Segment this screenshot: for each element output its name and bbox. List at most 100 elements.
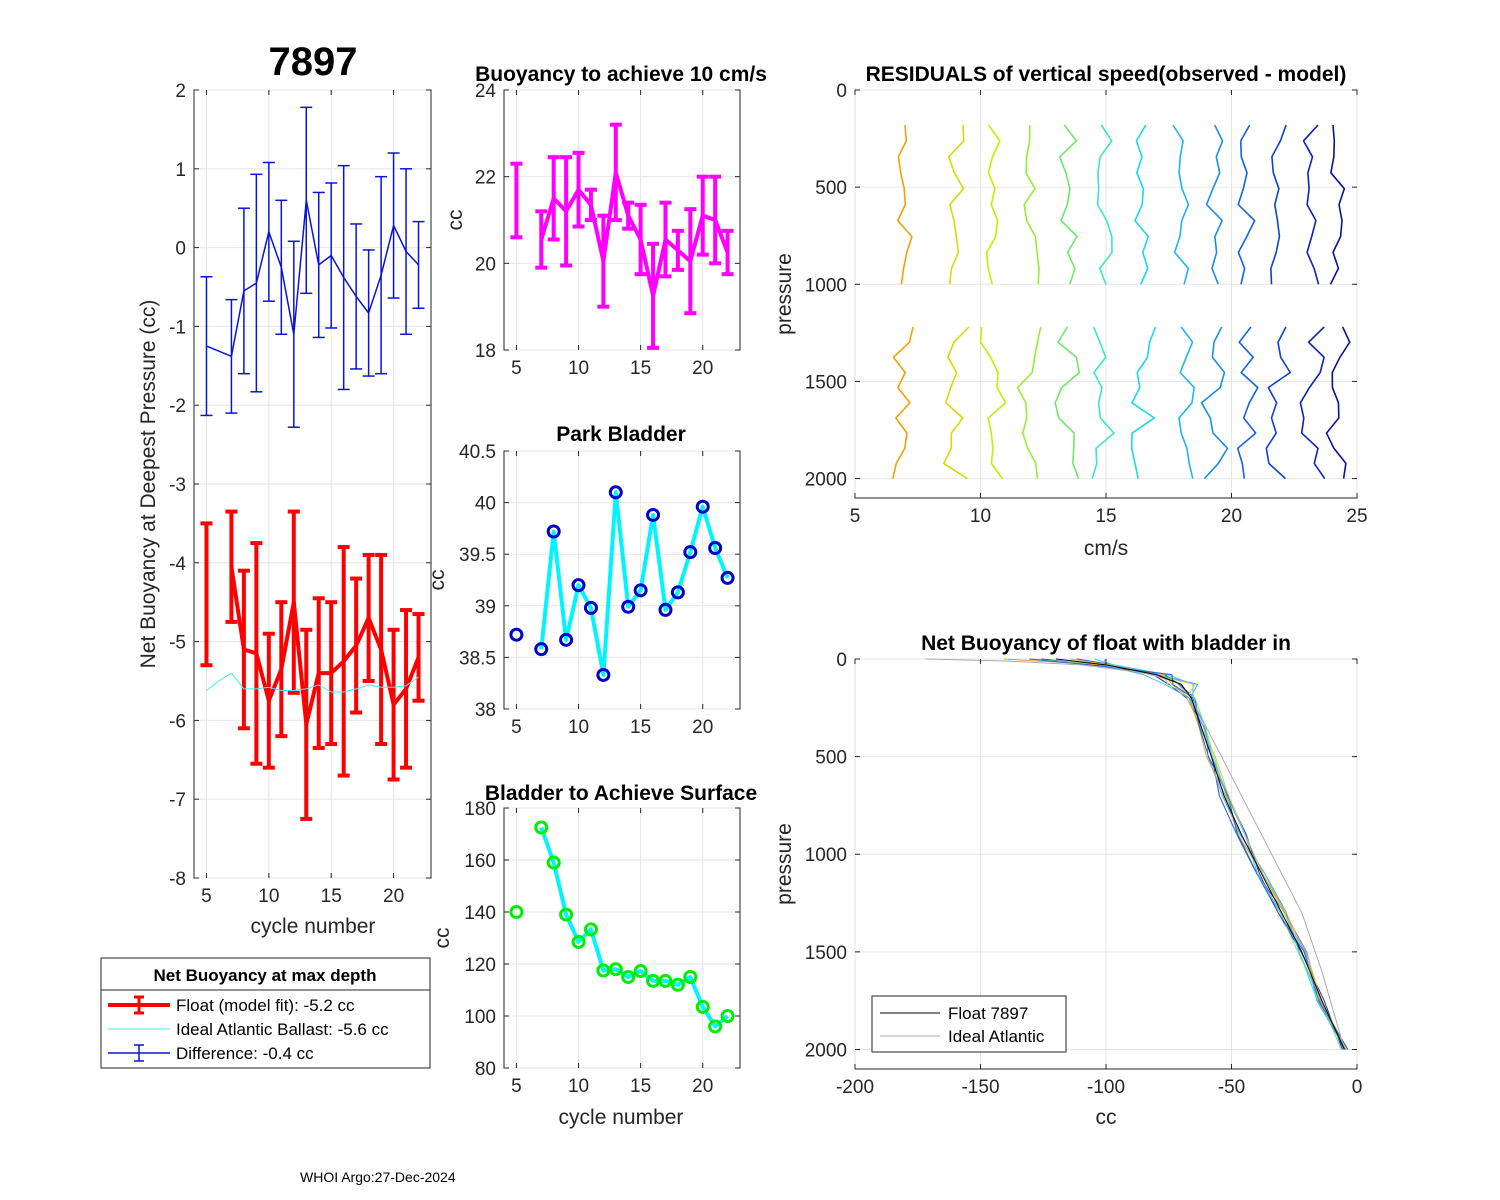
y-tick-label: 24 [475,81,497,102]
ideal-atlantic-line [206,672,419,693]
data-point [608,962,623,977]
data-point [720,570,735,585]
x-tick-label: -100 [1087,1077,1125,1098]
ticks: 5 10 15 20 25 0 500 1000 1500 2000 [805,81,1368,527]
legend-swatch-float [108,995,170,1015]
data-point [509,627,524,642]
residual-profile [1130,326,1157,479]
x-tick-label: 20 [383,886,404,907]
residual-profile [1091,326,1115,479]
residual-profile [892,326,914,479]
data-point [596,963,611,978]
y-tick-label: 1500 [805,943,847,964]
data-point [658,602,673,617]
series [925,658,1349,1050]
y-tick-label: 1000 [805,845,847,866]
residual-profile [1329,124,1346,285]
residual-profile [942,326,970,480]
y-axis-label: pressure [773,823,796,905]
x-axis-label: cycle number [559,1106,684,1129]
x-tick-label: 5 [201,886,212,907]
legend-swatch-difference [108,1044,170,1062]
data-point [534,820,549,835]
data-point [708,1019,723,1034]
data-point [695,499,710,514]
y-tick-label: -7 [169,790,186,811]
data-point [683,970,698,984]
data-point [534,642,549,657]
y-tick-label: -5 [169,633,186,654]
residual-profile [1237,124,1256,285]
y-tick-label: 120 [464,955,496,976]
residual-profile [1023,124,1040,285]
x-tick-label: 20 [692,1076,713,1097]
y-tick-label: 500 [815,748,847,769]
residual-profile [985,124,1001,285]
data-point [559,632,574,647]
legend-entry-ideal: Ideal Atlantic [948,1027,1045,1046]
y-axis-label: Net Buoyancy at Deepest Pressure (cc) [137,300,160,669]
y-tick-label: 100 [464,1007,496,1028]
residual-profile [896,124,913,285]
panel-title: Park Bladder [556,423,686,446]
residual-profile [1302,124,1320,285]
x-tick-label: 15 [1095,506,1116,527]
data-point [658,973,673,988]
series [509,485,735,682]
legend-entry-float: Float 7897 [948,1004,1028,1023]
ticks: 5 10 15 20 80 100 120 140 160 180 [464,799,740,1097]
profile-line [1102,658,1346,1050]
residual-profile [1096,124,1113,285]
y-tick-label: 38 [475,700,496,721]
data-point [621,599,636,614]
y-tick-label: -2 [169,396,186,417]
x-tick-label: 25 [1346,506,1367,527]
panel-title: Bladder to Achieve Surface [485,782,757,805]
data-point [720,1009,735,1023]
y-tick-label: 40 [475,494,496,515]
x-tick-label: 10 [568,358,589,379]
residual-profile [1200,326,1229,480]
y-tick-label: 39 [475,597,496,618]
residual-profile [1325,326,1351,479]
y-tick-label: 22 [475,168,496,189]
data-point [596,667,611,682]
x-tick-label: 5 [850,506,861,527]
y-tick-label: -3 [169,475,186,496]
y-tick-label: -8 [169,869,186,890]
y-tick-label: 140 [464,903,496,924]
x-tick-label: -200 [836,1077,874,1098]
plot-area [503,807,741,1069]
x-tick-label: 10 [568,1076,589,1097]
residual-profile [1134,124,1149,285]
x-tick-label: 10 [970,506,991,527]
y-axis-label: pressure [773,253,796,335]
legend-box [871,995,1067,1053]
y-tick-label: 0 [175,239,186,260]
y-tick-label: -1 [169,317,186,338]
x-tick-label: -150 [961,1077,999,1098]
net-buoyancy-panel: 7897 5 10 15 20 -8 -7 -6 -5 -4 -3 -2 -1 0 1 2 cycle nu… [137,40,432,938]
y-axis-label: cc [431,928,454,949]
buoyancy-10cms-panel: Buoyancy to achieve 10 cm/s 5 10 15 20 18 20 2… [444,63,767,379]
panel-title: RESIDUALS of vertical speed(observed - m… [866,63,1347,86]
data-point [670,977,685,992]
x-tick-label: 20 [692,358,713,379]
x-tick-label: 15 [630,717,651,738]
y-tick-label: 1000 [805,275,847,296]
x-axis-label: cm/s [1084,537,1128,560]
y-tick-label: 0 [836,650,847,671]
residual-profile [1054,326,1081,479]
x-axis-label: cc [1096,1106,1117,1129]
data-point [583,922,598,937]
y-tick-label: 500 [815,178,847,199]
buoyancy-line [539,170,730,298]
data-point [683,545,698,560]
y-tick-label: 20 [475,254,496,275]
residuals-panel: RESIDUALS of vertical speed(observed - m… [773,63,1368,560]
data-point [571,578,586,593]
y-tick-label: 40.5 [459,442,496,463]
data-point [571,934,586,949]
residual-profile [1178,326,1195,479]
x-tick-label: -50 [1218,1077,1245,1098]
